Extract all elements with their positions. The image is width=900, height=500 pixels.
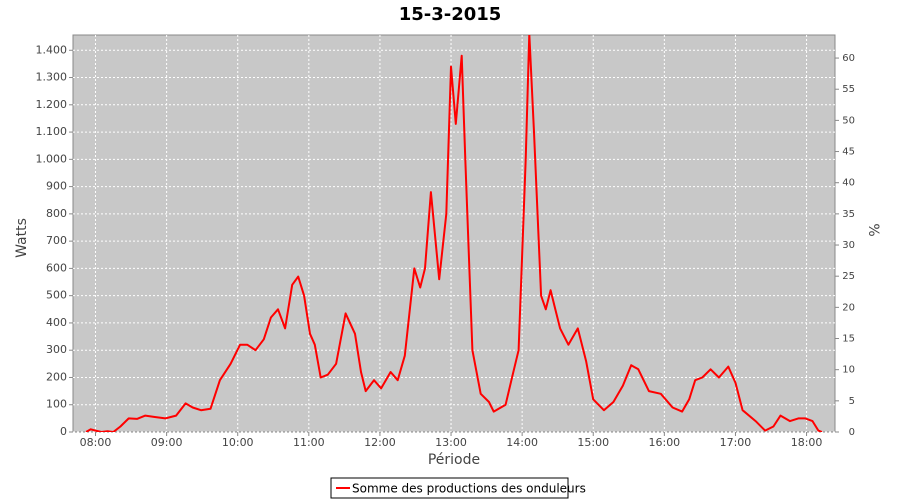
y2-tick-label: 0 (849, 427, 855, 438)
y-tick-label: 1.000 (36, 152, 68, 165)
y2-tick-label: 25 (842, 271, 855, 282)
x-tick-label: 11:00 (293, 436, 325, 449)
x-tick-label: 15:00 (577, 436, 609, 449)
y2-tick-label: 60 (842, 53, 855, 64)
y-tick-label: 500 (46, 289, 67, 302)
y-tick-label: 600 (46, 261, 67, 274)
y2-tick-label: 15 (842, 334, 855, 345)
y2-tick-label: 30 (842, 240, 855, 251)
legend-label: Somme des productions des onduleurs (352, 482, 586, 496)
chart-title: 15-3-2015 (399, 4, 502, 25)
series-group (85, 35, 823, 432)
legend (330, 477, 569, 499)
y2-tick-label: 5 (849, 396, 855, 407)
y-tick-label: 400 (46, 316, 67, 329)
y2-tick-label: 55 (842, 84, 855, 95)
y-tick-label: 1.400 (36, 43, 68, 56)
y-tick-label: 1.300 (36, 71, 68, 84)
x-tick-label: 16:00 (648, 436, 680, 449)
x-tick-label: 18:00 (791, 436, 823, 449)
y-tick-label: 300 (46, 343, 67, 356)
y2-tick-label: 40 (842, 178, 855, 189)
y2-tick-label: 45 (842, 147, 855, 158)
y-tick-label: 0 (60, 425, 67, 438)
y2-tick-label: 50 (842, 115, 855, 126)
x-tick-label: 13:00 (435, 436, 467, 449)
line-series (85, 35, 823, 432)
x-tick-label: 09:00 (151, 436, 183, 449)
y-tick-label: 1.200 (36, 98, 68, 111)
y-tick-label: 1.100 (36, 125, 68, 138)
y-tick-label: 900 (46, 180, 67, 193)
y-tick-label: 100 (46, 398, 67, 411)
y2-axis-label: % (865, 223, 881, 236)
y2-tick-label: 10 (842, 365, 855, 376)
y-tick-label: 800 (46, 207, 67, 220)
x-tick-label: 14:00 (506, 436, 538, 449)
x-axis-label: Période (428, 452, 480, 468)
x-tick-label: 17:00 (720, 436, 752, 449)
y-axis-label: Watts (14, 218, 30, 258)
x-tick-label: 12:00 (364, 436, 396, 449)
y-tick-label: 700 (46, 234, 67, 247)
y-tick-label: 200 (46, 370, 67, 383)
x-tick-label: 08:00 (80, 436, 112, 449)
x-tick-label: 10:00 (222, 436, 254, 449)
y2-tick-label: 20 (842, 302, 855, 313)
y2-tick-label: 35 (842, 209, 855, 220)
